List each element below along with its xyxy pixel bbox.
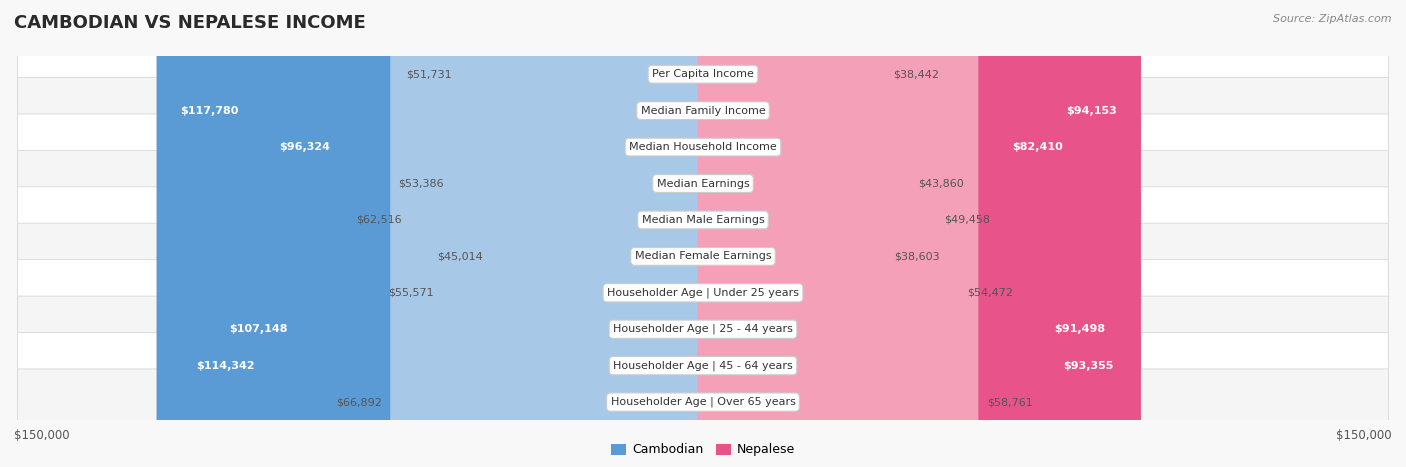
FancyBboxPatch shape [17,223,1389,290]
Text: $117,780: $117,780 [180,106,239,116]
Text: $94,153: $94,153 [1066,106,1116,116]
FancyBboxPatch shape [17,187,1389,253]
FancyBboxPatch shape [443,0,709,467]
FancyBboxPatch shape [697,0,884,467]
Text: $53,386: $53,386 [398,178,444,189]
FancyBboxPatch shape [254,0,709,467]
Text: $91,498: $91,498 [1053,324,1105,334]
Text: Median Household Income: Median Household Income [628,142,778,152]
FancyBboxPatch shape [697,0,1140,467]
FancyBboxPatch shape [697,0,959,467]
FancyBboxPatch shape [17,260,1389,326]
Text: $62,516: $62,516 [357,215,402,225]
FancyBboxPatch shape [697,0,886,467]
Text: $54,472: $54,472 [967,288,1012,298]
FancyBboxPatch shape [697,0,1137,467]
Text: Median Male Earnings: Median Male Earnings [641,215,765,225]
FancyBboxPatch shape [17,78,1389,144]
Text: $82,410: $82,410 [1012,142,1063,152]
FancyBboxPatch shape [17,333,1389,399]
Text: $66,892: $66,892 [336,397,382,407]
Text: $114,342: $114,342 [197,361,254,371]
FancyBboxPatch shape [697,0,1129,467]
Text: CAMBODIAN VS NEPALESE INCOME: CAMBODIAN VS NEPALESE INCOME [14,14,366,32]
Text: $51,731: $51,731 [406,69,451,79]
FancyBboxPatch shape [17,150,1389,217]
Text: $45,014: $45,014 [437,251,482,262]
Text: Source: ZipAtlas.com: Source: ZipAtlas.com [1274,14,1392,24]
Text: Per Capita Income: Per Capita Income [652,69,754,79]
Text: $150,000: $150,000 [1336,430,1392,442]
FancyBboxPatch shape [697,0,979,467]
FancyBboxPatch shape [460,0,709,467]
FancyBboxPatch shape [453,0,709,467]
Text: Householder Age | 25 - 44 years: Householder Age | 25 - 44 years [613,324,793,334]
Text: Median Female Earnings: Median Female Earnings [634,251,772,262]
Text: $150,000: $150,000 [14,430,70,442]
FancyBboxPatch shape [156,0,709,467]
Text: $93,355: $93,355 [1063,361,1114,371]
FancyBboxPatch shape [17,41,1389,107]
Text: Householder Age | Under 25 years: Householder Age | Under 25 years [607,288,799,298]
FancyBboxPatch shape [173,0,709,467]
Text: Median Earnings: Median Earnings [657,178,749,189]
Text: Householder Age | 45 - 64 years: Householder Age | 45 - 64 years [613,361,793,371]
Text: $38,442: $38,442 [893,69,939,79]
FancyBboxPatch shape [391,0,709,467]
FancyBboxPatch shape [17,296,1389,362]
Text: Householder Age | Over 65 years: Householder Age | Over 65 years [610,397,796,407]
Text: $58,761: $58,761 [987,397,1032,407]
Legend: Cambodian, Nepalese: Cambodian, Nepalese [606,439,800,461]
FancyBboxPatch shape [205,0,709,467]
Text: $38,603: $38,603 [894,251,939,262]
FancyBboxPatch shape [697,0,935,467]
FancyBboxPatch shape [697,0,1087,467]
Text: $96,324: $96,324 [278,142,330,152]
FancyBboxPatch shape [491,0,709,467]
FancyBboxPatch shape [17,114,1389,180]
Text: $49,458: $49,458 [943,215,990,225]
FancyBboxPatch shape [697,0,910,467]
FancyBboxPatch shape [411,0,709,467]
Text: $43,860: $43,860 [918,178,965,189]
Text: $55,571: $55,571 [388,288,434,298]
FancyBboxPatch shape [17,369,1389,435]
Text: $107,148: $107,148 [229,324,288,334]
Text: Median Family Income: Median Family Income [641,106,765,116]
